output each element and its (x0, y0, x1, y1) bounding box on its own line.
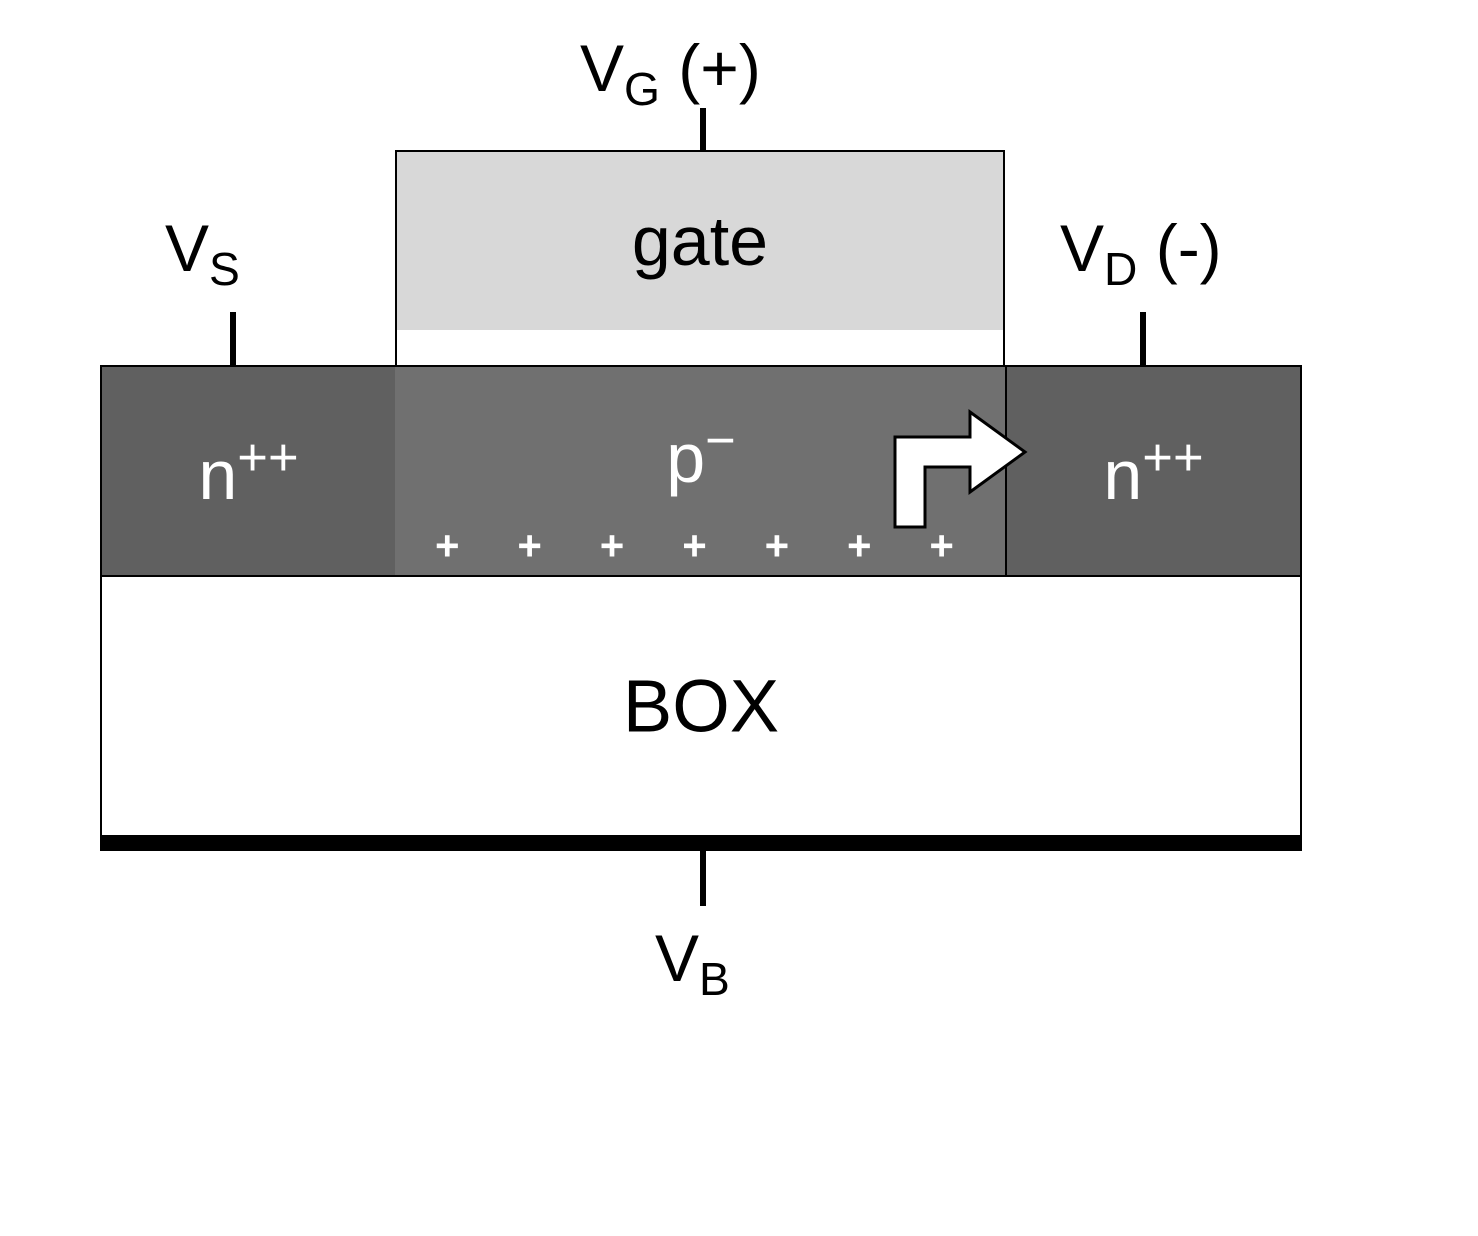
channel-label: p− (666, 410, 736, 498)
drain-label: n++ (1103, 427, 1203, 515)
box-label: BOX (623, 664, 779, 749)
vg-terminal-label: VG (+) (580, 30, 761, 116)
vb-tick (700, 850, 706, 906)
gate-region: gate (395, 150, 1005, 332)
substrate-contact-line (100, 835, 1302, 851)
box-region: BOX (100, 575, 1302, 837)
source-region: n++ (100, 365, 397, 577)
gate-label: gate (632, 201, 768, 281)
vs-terminal-label: VS (165, 210, 240, 296)
vb-terminal-label: VB (655, 920, 730, 1006)
drain-region: n++ (1005, 365, 1302, 577)
current-flow-arrow (875, 382, 1035, 537)
vs-tick (230, 312, 236, 367)
vd-terminal-label: VD (-) (1060, 210, 1222, 296)
gate-oxide-region (395, 330, 1005, 367)
vd-tick (1140, 312, 1146, 367)
mosfet-cross-section-diagram: VG (+) VS VD (-) gate n++ p− + + + + + +… (100, 30, 1378, 1200)
vg-tick (700, 108, 706, 152)
source-label: n++ (198, 427, 298, 515)
